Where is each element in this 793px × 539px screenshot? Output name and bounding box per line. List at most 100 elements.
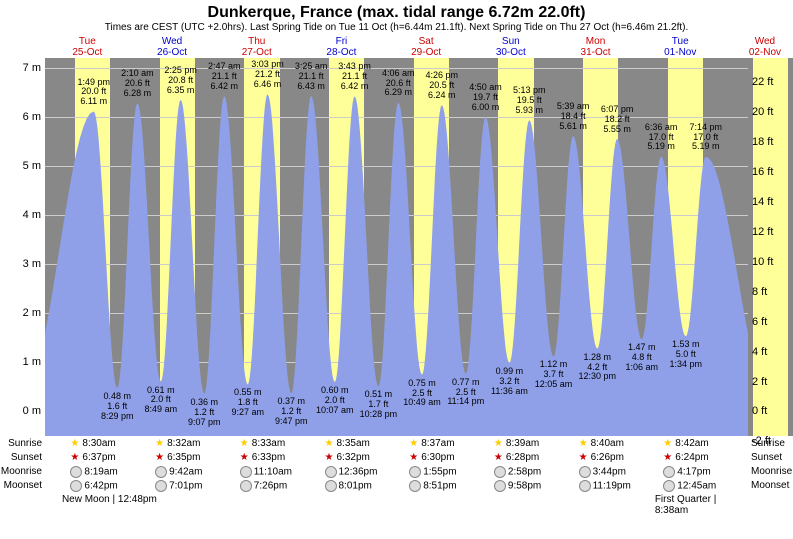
y-tick-left: 2 m (23, 307, 41, 319)
date-label: Tue01-Nov (650, 36, 710, 58)
row-label: Moonrise (751, 466, 793, 477)
y-tick-right: 4 ft (752, 346, 767, 358)
date-label: Sun30-Oct (481, 36, 541, 58)
moonrise-cell: 4:17pm (663, 466, 710, 478)
y-tick-right: 2 ft (752, 376, 767, 388)
plot-area: 1:49 pm20.0 ft6.11 m 0.48 m1.6 ft8:29 pm 2… (45, 58, 748, 436)
y-tick-left: 1 m (23, 356, 41, 368)
low-tide-label: 0.77 m2.5 ft11:14 pm (444, 378, 488, 408)
low-tide-label: 1.53 m5.0 ft1:34 pm (664, 340, 708, 370)
y-tick-right: 14 ft (752, 196, 773, 208)
y-tick-left: 7 m (23, 62, 41, 74)
moonset-cell: 6:42pm (70, 480, 117, 492)
high-tide-label: 4:50 am19.7 ft6.00 m (464, 83, 508, 113)
date-label: Thu27-Oct (227, 36, 287, 58)
moonset-cell: 7:01pm (155, 480, 202, 492)
sunset-icon: ★ (155, 452, 165, 462)
sunset-cell: ★6:30pm (409, 452, 454, 463)
sunset-cell: ★6:26pm (579, 452, 624, 463)
y-tick-right: 8 ft (752, 286, 767, 298)
moonrise-cell: 8:19am (70, 466, 117, 478)
moonset-icon (579, 480, 591, 492)
moonset-cell: 8:51pm (409, 480, 456, 492)
sun-icon: ★ (240, 438, 250, 448)
chart-subtitle: Times are CEST (UTC +2.0hrs). Last Sprin… (0, 22, 793, 35)
high-tide-label: 4:06 am20.6 ft6.29 m (376, 69, 420, 99)
moonset-cell: 8:01pm (325, 480, 372, 492)
sunset-icon: ★ (494, 452, 504, 462)
moonrise-cell: 3:44pm (579, 466, 626, 478)
sunset-icon: ★ (663, 452, 673, 462)
low-tide-label: 1.47 m4.8 ft1:06 am (620, 343, 664, 373)
row-label: Sunrise (0, 438, 42, 449)
moonset-icon (663, 480, 675, 492)
moon-phase-label: New Moon | 12:48pm (62, 494, 157, 536)
sunrise-cell: ★8:35am (325, 438, 370, 449)
sun-icon: ★ (70, 438, 80, 448)
row-label: Sunset (0, 452, 42, 463)
moonset-cell: 7:26pm (240, 480, 287, 492)
high-tide-label: 3:03 pm21.2 ft6.46 m (246, 60, 290, 90)
chart-title: Dunkerque, France (max. tidal range 6.72… (0, 0, 793, 22)
sun-icon: ★ (155, 438, 165, 448)
moonset-cell: 12:45am (663, 480, 716, 492)
sunrise-cell: ★8:42am (663, 438, 708, 449)
sun-icon: ★ (579, 438, 589, 448)
moon-phase-label: First Quarter | 8:38am (655, 494, 748, 536)
date-label: Mon31-Oct (566, 36, 626, 58)
low-tide-label: 0.37 m1.2 ft9:47 pm (269, 397, 313, 427)
y-tick-right: 20 ft (752, 106, 773, 118)
moonrise-cell: 2:58pm (494, 466, 541, 478)
y-tick-right: 10 ft (752, 256, 773, 268)
high-tide-label: 6:36 am17.0 ft5.19 m (639, 123, 683, 153)
y-tick-right: 16 ft (752, 166, 773, 178)
moonrise-icon (155, 466, 167, 478)
moonrise-icon (663, 466, 675, 478)
moonset-cell: 11:19pm (579, 480, 631, 492)
sunset-cell: ★6:24pm (663, 452, 708, 463)
y-axis-left: 0 m1 m2 m3 m4 m5 m6 m7 m (0, 58, 45, 436)
y-tick-left: 0 m (23, 405, 41, 417)
moonrise-icon (70, 466, 82, 478)
low-tide-label: 1.12 m3.7 ft12:05 am (531, 360, 575, 390)
sunrise-cell: ★8:32am (155, 438, 200, 449)
moonset-icon (494, 480, 506, 492)
high-tide-label: 6:07 pm18.2 ft5.55 m (595, 105, 639, 135)
date-axis: Tue25-OctWed26-OctThu27-OctFri28-OctSat2… (45, 36, 748, 58)
high-tide-label: 3:25 am21.1 ft6.43 m (289, 62, 333, 92)
sunset-cell: ★6:33pm (240, 452, 285, 463)
low-tide-label: 0.99 m3.2 ft11:36 am (487, 367, 531, 397)
y-tick-left: 4 m (23, 209, 41, 221)
low-tide-label: 0.51 m1.7 ft10:28 pm (356, 390, 400, 420)
sunset-icon: ★ (579, 452, 589, 462)
low-tide-label: 0.48 m1.6 ft8:29 pm (95, 392, 139, 422)
low-tide-label: 0.61 m2.0 ft8:49 am (139, 386, 183, 416)
tide-curve (45, 58, 748, 436)
row-label: Moonset (0, 480, 42, 491)
sunset-icon: ★ (70, 452, 80, 462)
sunset-cell: ★6:37pm (70, 452, 115, 463)
sun-icon: ★ (325, 438, 335, 448)
sunset-cell: ★6:32pm (325, 452, 370, 463)
sunrise-cell: ★8:40am (579, 438, 624, 449)
moonset-icon (240, 480, 252, 492)
sunset-cell: ★6:35pm (155, 452, 200, 463)
sun-icon: ★ (409, 438, 419, 448)
high-tide-label: 3:43 pm21.1 ft6.42 m (333, 62, 377, 92)
sunset-icon: ★ (240, 452, 250, 462)
moonset-icon (70, 480, 82, 492)
y-tick-right: 22 ft (752, 76, 773, 88)
moonrise-cell: 11:10am (240, 466, 292, 478)
high-tide-label: 2:47 am21.1 ft6.42 m (202, 62, 246, 92)
high-tide-label: 1:49 pm20.0 ft6.11 m (72, 78, 116, 108)
moonset-icon (155, 480, 167, 492)
high-tide-label: 5:39 am18.4 ft5.61 m (551, 102, 595, 132)
sunset-cell: ★6:28pm (494, 452, 539, 463)
sunrise-cell: ★8:37am (409, 438, 454, 449)
moonrise-icon (494, 466, 506, 478)
low-tide-label: 1.28 m4.2 ft12:30 pm (575, 353, 619, 383)
sun-icon: ★ (663, 438, 673, 448)
high-tide-label: 5:13 pm19.5 ft5.93 m (507, 86, 551, 116)
moonrise-cell: 12:36pm (325, 466, 378, 478)
moonrise-cell: 1:55pm (409, 466, 456, 478)
